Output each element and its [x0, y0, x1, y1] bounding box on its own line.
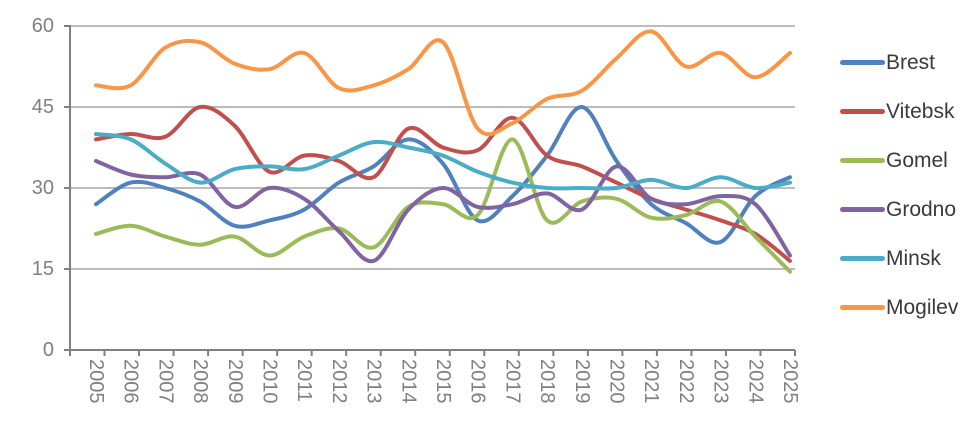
x-axis-tick-label: 2008 — [189, 359, 211, 404]
legend-swatch-grodno — [840, 207, 885, 212]
legend-item-gomel: Gomel — [840, 148, 948, 173]
y-axis-tick-label: 60 — [32, 15, 54, 37]
x-axis-tick-label: 2023 — [710, 359, 732, 404]
y-axis-tick-label: 15 — [32, 258, 54, 280]
x-axis-tick-label: 2012 — [328, 359, 350, 404]
legend-swatch-brest — [840, 60, 885, 65]
x-axis-tick-label: 2010 — [259, 359, 281, 404]
x-axis-tick-label: 2007 — [154, 359, 176, 404]
x-axis-tick-label: 2006 — [120, 359, 142, 404]
legend-label-vitebsk: Vitebsk — [886, 100, 955, 123]
legend-item-grodno: Grodno — [840, 197, 956, 222]
x-axis-tick-label: 2019 — [571, 359, 593, 404]
x-axis-tick-label: 2011 — [293, 359, 315, 402]
legend-label-gomel: Gomel — [886, 149, 948, 172]
x-axis-tick-label: 2021 — [640, 359, 662, 404]
x-axis-tick-label: 2014 — [397, 359, 419, 404]
x-axis-tick-label: 2013 — [363, 359, 385, 404]
legend: Brest Vitebsk Gomel Grodno Minsk Mogilev — [840, 0, 970, 438]
series-line-vitebsk — [94, 104, 792, 263]
x-axis-tick-label: 2009 — [224, 359, 246, 404]
series-line-grodno — [94, 159, 792, 264]
x-axis-tick-label: 2017 — [501, 359, 523, 404]
legend-label-mogilev: Mogilev — [886, 296, 959, 319]
y-axis-tick-label: 0 — [43, 339, 54, 361]
legend-swatch-vitebsk — [840, 109, 885, 114]
legend-swatch-mogilev — [840, 305, 885, 310]
x-axis-tick-label: 2016 — [467, 359, 489, 404]
legend-swatch-minsk — [840, 256, 885, 261]
y-axis-tick-label: 30 — [32, 177, 54, 199]
legend-label-brest: Brest — [886, 51, 936, 74]
series-line-minsk — [94, 132, 792, 191]
x-axis-tick-label: 2020 — [606, 359, 628, 404]
legend-swatch-gomel — [840, 158, 885, 163]
x-axis-tick-label: 2025 — [779, 359, 801, 404]
legend-item-minsk: Minsk — [840, 246, 941, 271]
legend-label-minsk: Minsk — [886, 247, 941, 270]
series-line-gomel — [94, 137, 792, 274]
legend-label-grodno: Grodno — [886, 198, 957, 221]
x-axis-tick-label: 2024 — [744, 359, 766, 404]
series-line-mogilev — [94, 29, 792, 137]
x-axis-tick-label: 2018 — [536, 359, 558, 404]
y-axis-tick-label: 45 — [32, 96, 54, 118]
legend-item-brest: Brest — [840, 50, 935, 75]
x-axis-tick-label: 2005 — [85, 359, 107, 404]
legend-item-mogilev: Mogilev — [840, 295, 958, 320]
legend-item-vitebsk: Vitebsk — [840, 99, 955, 124]
x-axis-tick-label: 2022 — [675, 359, 697, 404]
x-axis-tick-label: 2015 — [432, 359, 454, 404]
